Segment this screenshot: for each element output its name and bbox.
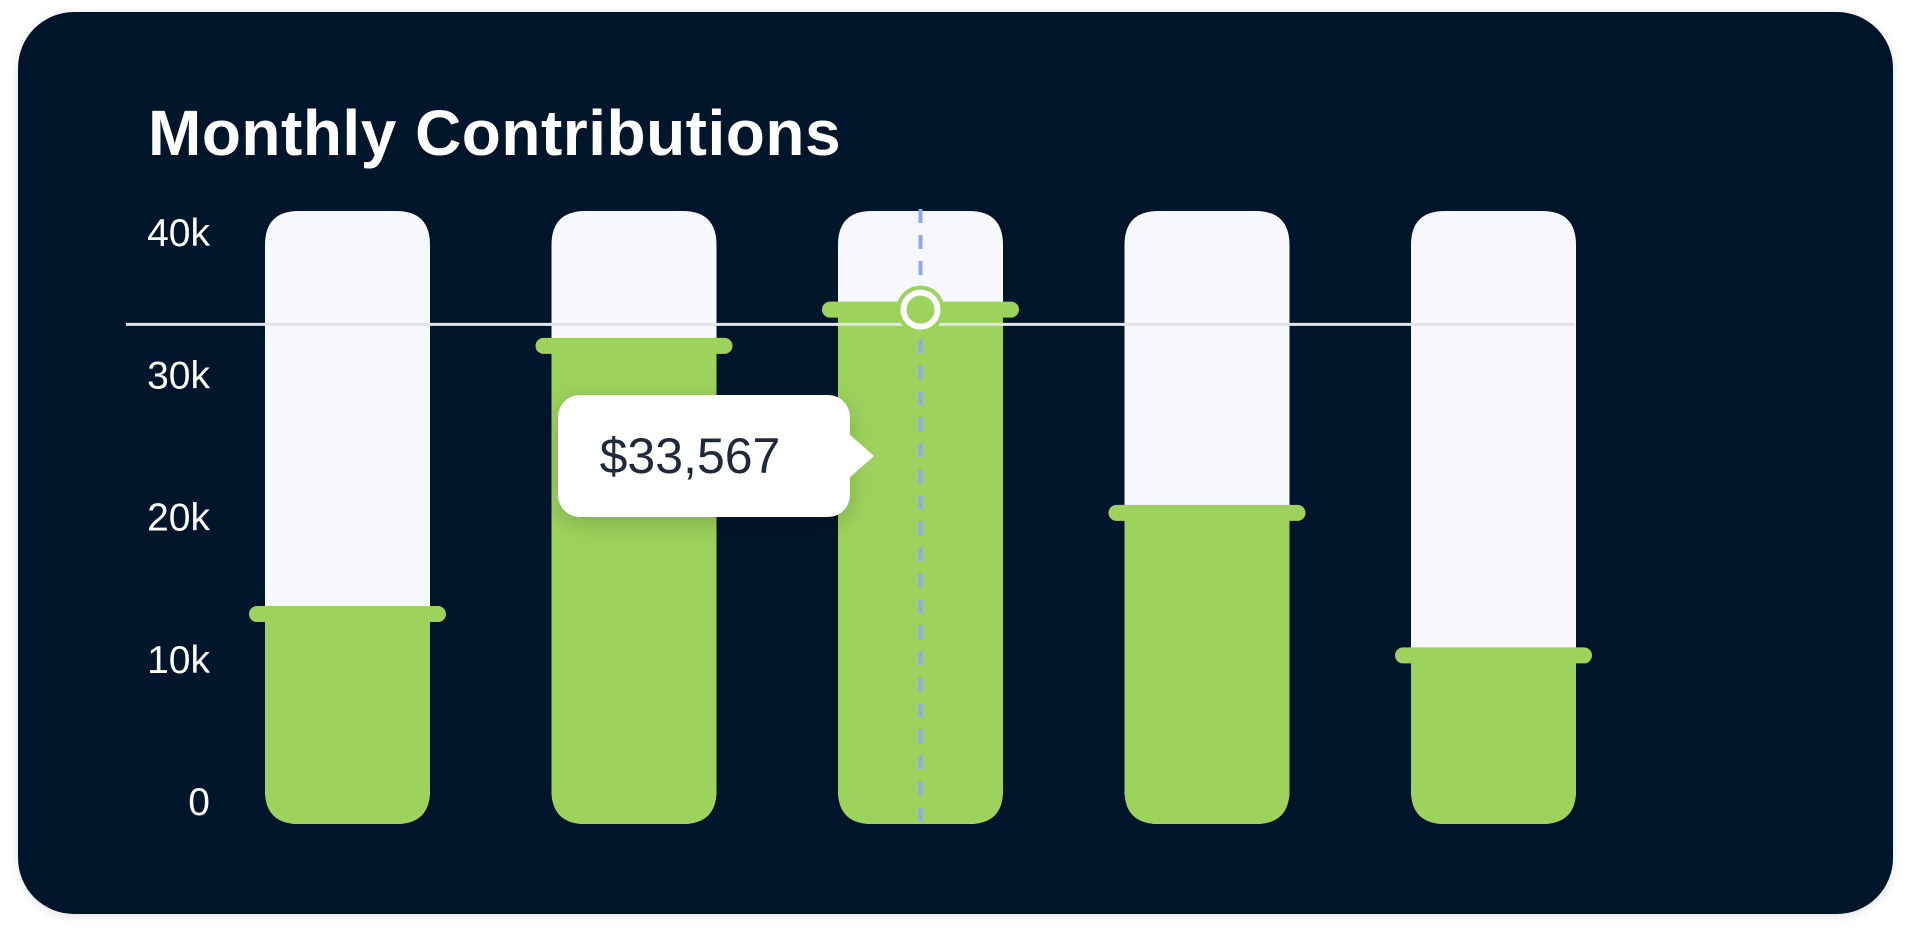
tooltip-value: $33,567 [599,428,781,484]
bar [838,309,1003,825]
y-tick-label: 10k [147,639,210,682]
bar-cap [1395,647,1592,664]
hover-point [900,289,941,330]
bar [1411,655,1576,824]
tooltip: $33,567 [558,395,874,517]
bar [265,614,430,824]
bar-cap [1108,504,1306,521]
chart-title: Monthly Contributions [148,97,842,169]
bar-cap [249,606,446,623]
y-tick-label: 20k [147,497,210,540]
bar [1124,512,1290,824]
bar-cap [535,337,733,354]
y-tick-label: 0 [188,781,210,824]
y-tick-label: 30k [147,354,210,397]
y-tick-label: 40k [147,212,210,255]
